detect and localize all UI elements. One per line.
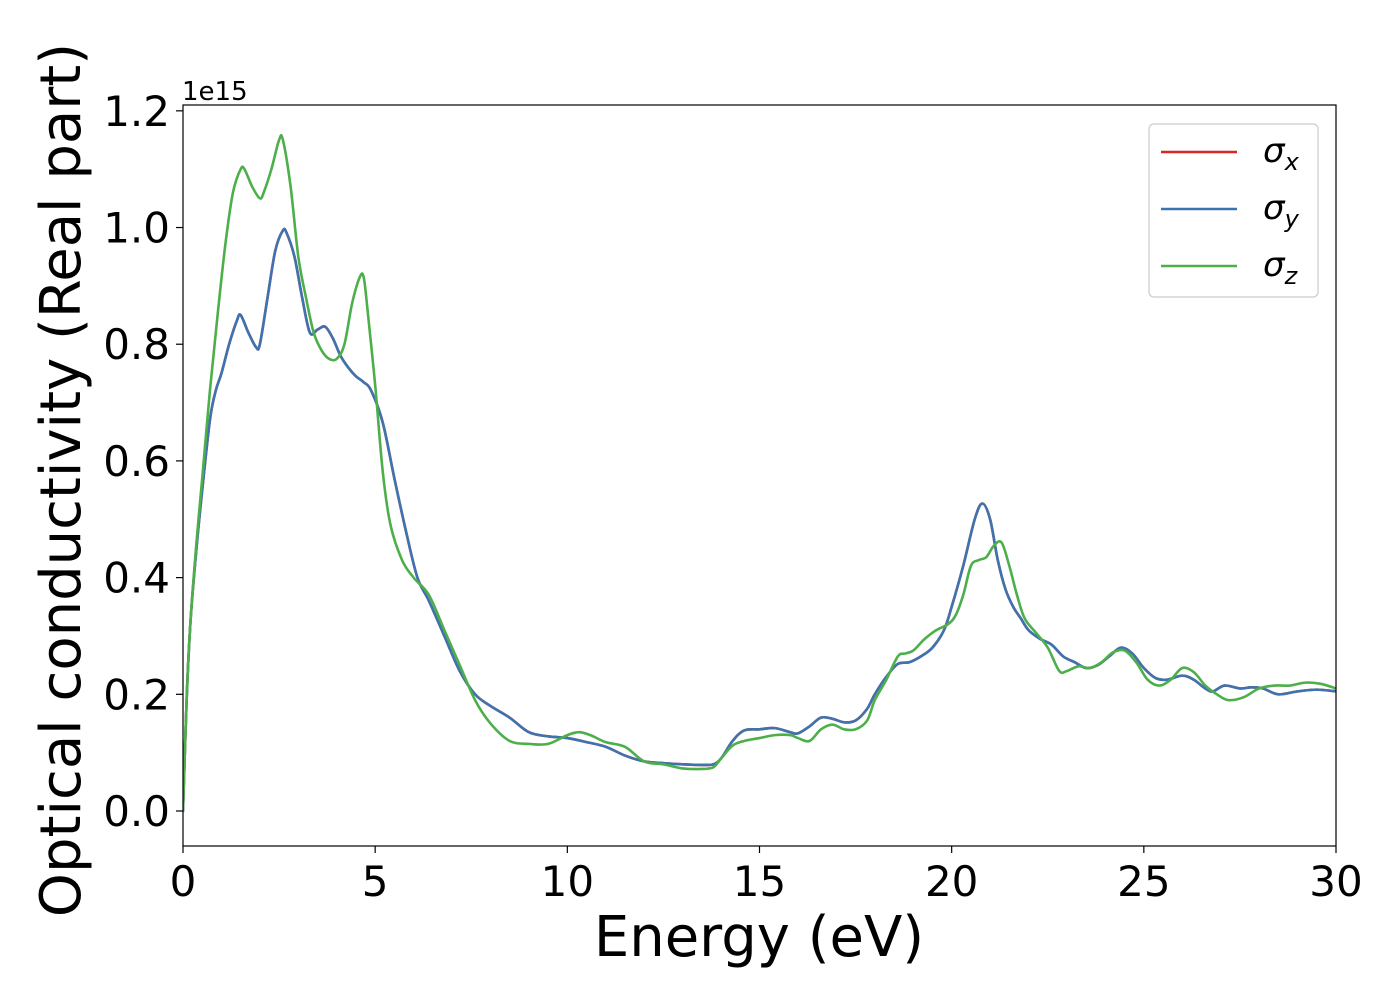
y-tick-label: 1.0 [103,204,170,253]
y-tick-label: 0.8 [103,320,170,369]
x-tick-label: 5 [362,857,389,906]
x-tick-label: 25 [1117,857,1170,906]
legend-label-x: σx [1263,131,1300,176]
x-tick-label: 15 [733,857,786,906]
y-tick-label: 1.2 [103,87,170,136]
x-ticks: 0 5 10 15 20 25 30 [170,846,1363,906]
x-tick-label: 0 [170,857,197,906]
y-offset-label: 1e15 [182,77,248,107]
legend: σx σy σz [1148,123,1319,298]
y-tick-label: 0.6 [103,437,170,486]
legend-label-z: σz [1263,245,1299,290]
x-tick-label: 20 [925,857,978,906]
y-tick-label: 0.4 [103,554,170,603]
y-tick-label: 0.2 [103,670,170,719]
y-axis-label: Optical conductivity (Real part) [29,43,94,917]
legend-label-y: σy [1263,188,1300,233]
x-axis-label: Energy (eV) [594,905,924,970]
y-tick-label: 0.0 [103,787,170,836]
legend-box [1148,123,1319,298]
series-layer [183,133,1336,813]
x-tick-label: 30 [1309,857,1362,906]
series-line-z [183,133,1336,813]
y-ticks: 0.0 0.2 0.4 0.6 0.8 1.0 1.2 [103,87,183,836]
x-tick-label: 10 [541,857,594,906]
